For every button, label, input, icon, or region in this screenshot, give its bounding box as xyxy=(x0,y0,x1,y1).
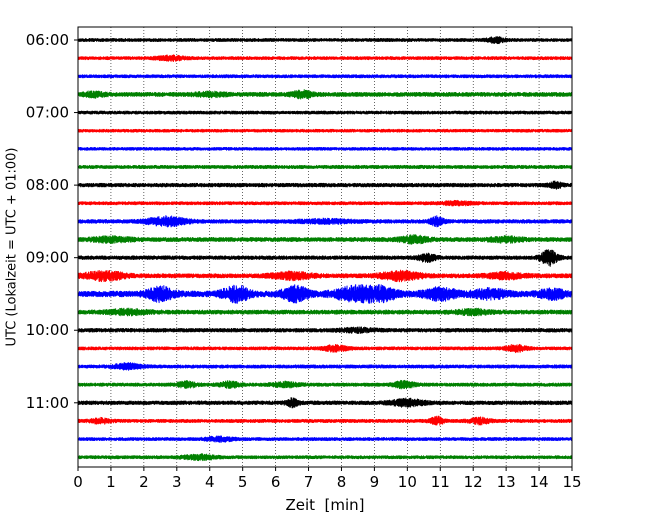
x-tick-label: 0 xyxy=(73,473,83,491)
x-tick-label: 14 xyxy=(530,473,549,491)
trace-1145 xyxy=(77,453,573,462)
y-axis-title: UTC (Lokalzeit = UTC + 01:00) xyxy=(5,148,20,347)
x-axis-title: Zeit [min] xyxy=(285,496,364,514)
x-tick-label: 1 xyxy=(106,473,116,491)
x-tick-label: 9 xyxy=(370,473,380,491)
trace-1100 xyxy=(77,397,573,409)
trace-0845 xyxy=(77,234,573,245)
x-tick-label: 13 xyxy=(497,473,516,491)
y-tick-label: 06:00 xyxy=(26,31,69,49)
trace-0815 xyxy=(77,199,573,207)
trace-0730 xyxy=(77,146,573,151)
trace-0630 xyxy=(77,74,573,79)
trace-1130 xyxy=(77,435,573,443)
trace-1000 xyxy=(77,326,573,334)
trace-0645 xyxy=(77,89,573,100)
plot-frame xyxy=(77,26,573,468)
x-tick-label: 10 xyxy=(398,473,417,491)
x-tick-label: 4 xyxy=(205,473,215,491)
tick-layer: 0 1 2 3 4 5 6 7 8 9 10 11 12 13 14 1506:0007:0008:0009:… xyxy=(26,31,582,491)
trace-1045 xyxy=(77,379,573,390)
trace-0900 xyxy=(77,249,573,267)
trace-0715 xyxy=(77,128,573,133)
y-tick-label: 09:00 xyxy=(26,249,69,267)
x-tick-label: 15 xyxy=(562,473,581,491)
trace-0600 xyxy=(77,36,573,45)
trace-0800 xyxy=(77,180,573,190)
y-tick-label: 07:00 xyxy=(26,104,69,122)
grid-layer xyxy=(110,27,540,467)
trace-0945 xyxy=(77,307,573,317)
trace-0745 xyxy=(77,164,573,170)
x-tick-label: 6 xyxy=(271,473,281,491)
trace-0915 xyxy=(77,269,573,283)
trace-1015 xyxy=(77,343,573,354)
trace-layer xyxy=(77,36,573,462)
trace-0930 xyxy=(77,284,573,304)
x-tick-label: 8 xyxy=(337,473,347,491)
x-tick-label: 12 xyxy=(464,473,483,491)
trace-0700 xyxy=(77,110,573,115)
x-tick-label: 7 xyxy=(304,473,314,491)
x-tick-label: 11 xyxy=(431,473,450,491)
x-tick-label: 3 xyxy=(172,473,182,491)
trace-0830 xyxy=(77,215,573,228)
trace-1030 xyxy=(77,362,573,371)
trace-0615 xyxy=(77,54,573,62)
x-tick-label: 5 xyxy=(238,473,248,491)
x-tick-label: 2 xyxy=(139,473,149,491)
y-tick-label: 08:00 xyxy=(26,176,69,194)
y-tick-label: 10:00 xyxy=(26,321,69,339)
y-tick-label: 11:00 xyxy=(26,394,69,412)
trace-1115 xyxy=(77,415,573,426)
